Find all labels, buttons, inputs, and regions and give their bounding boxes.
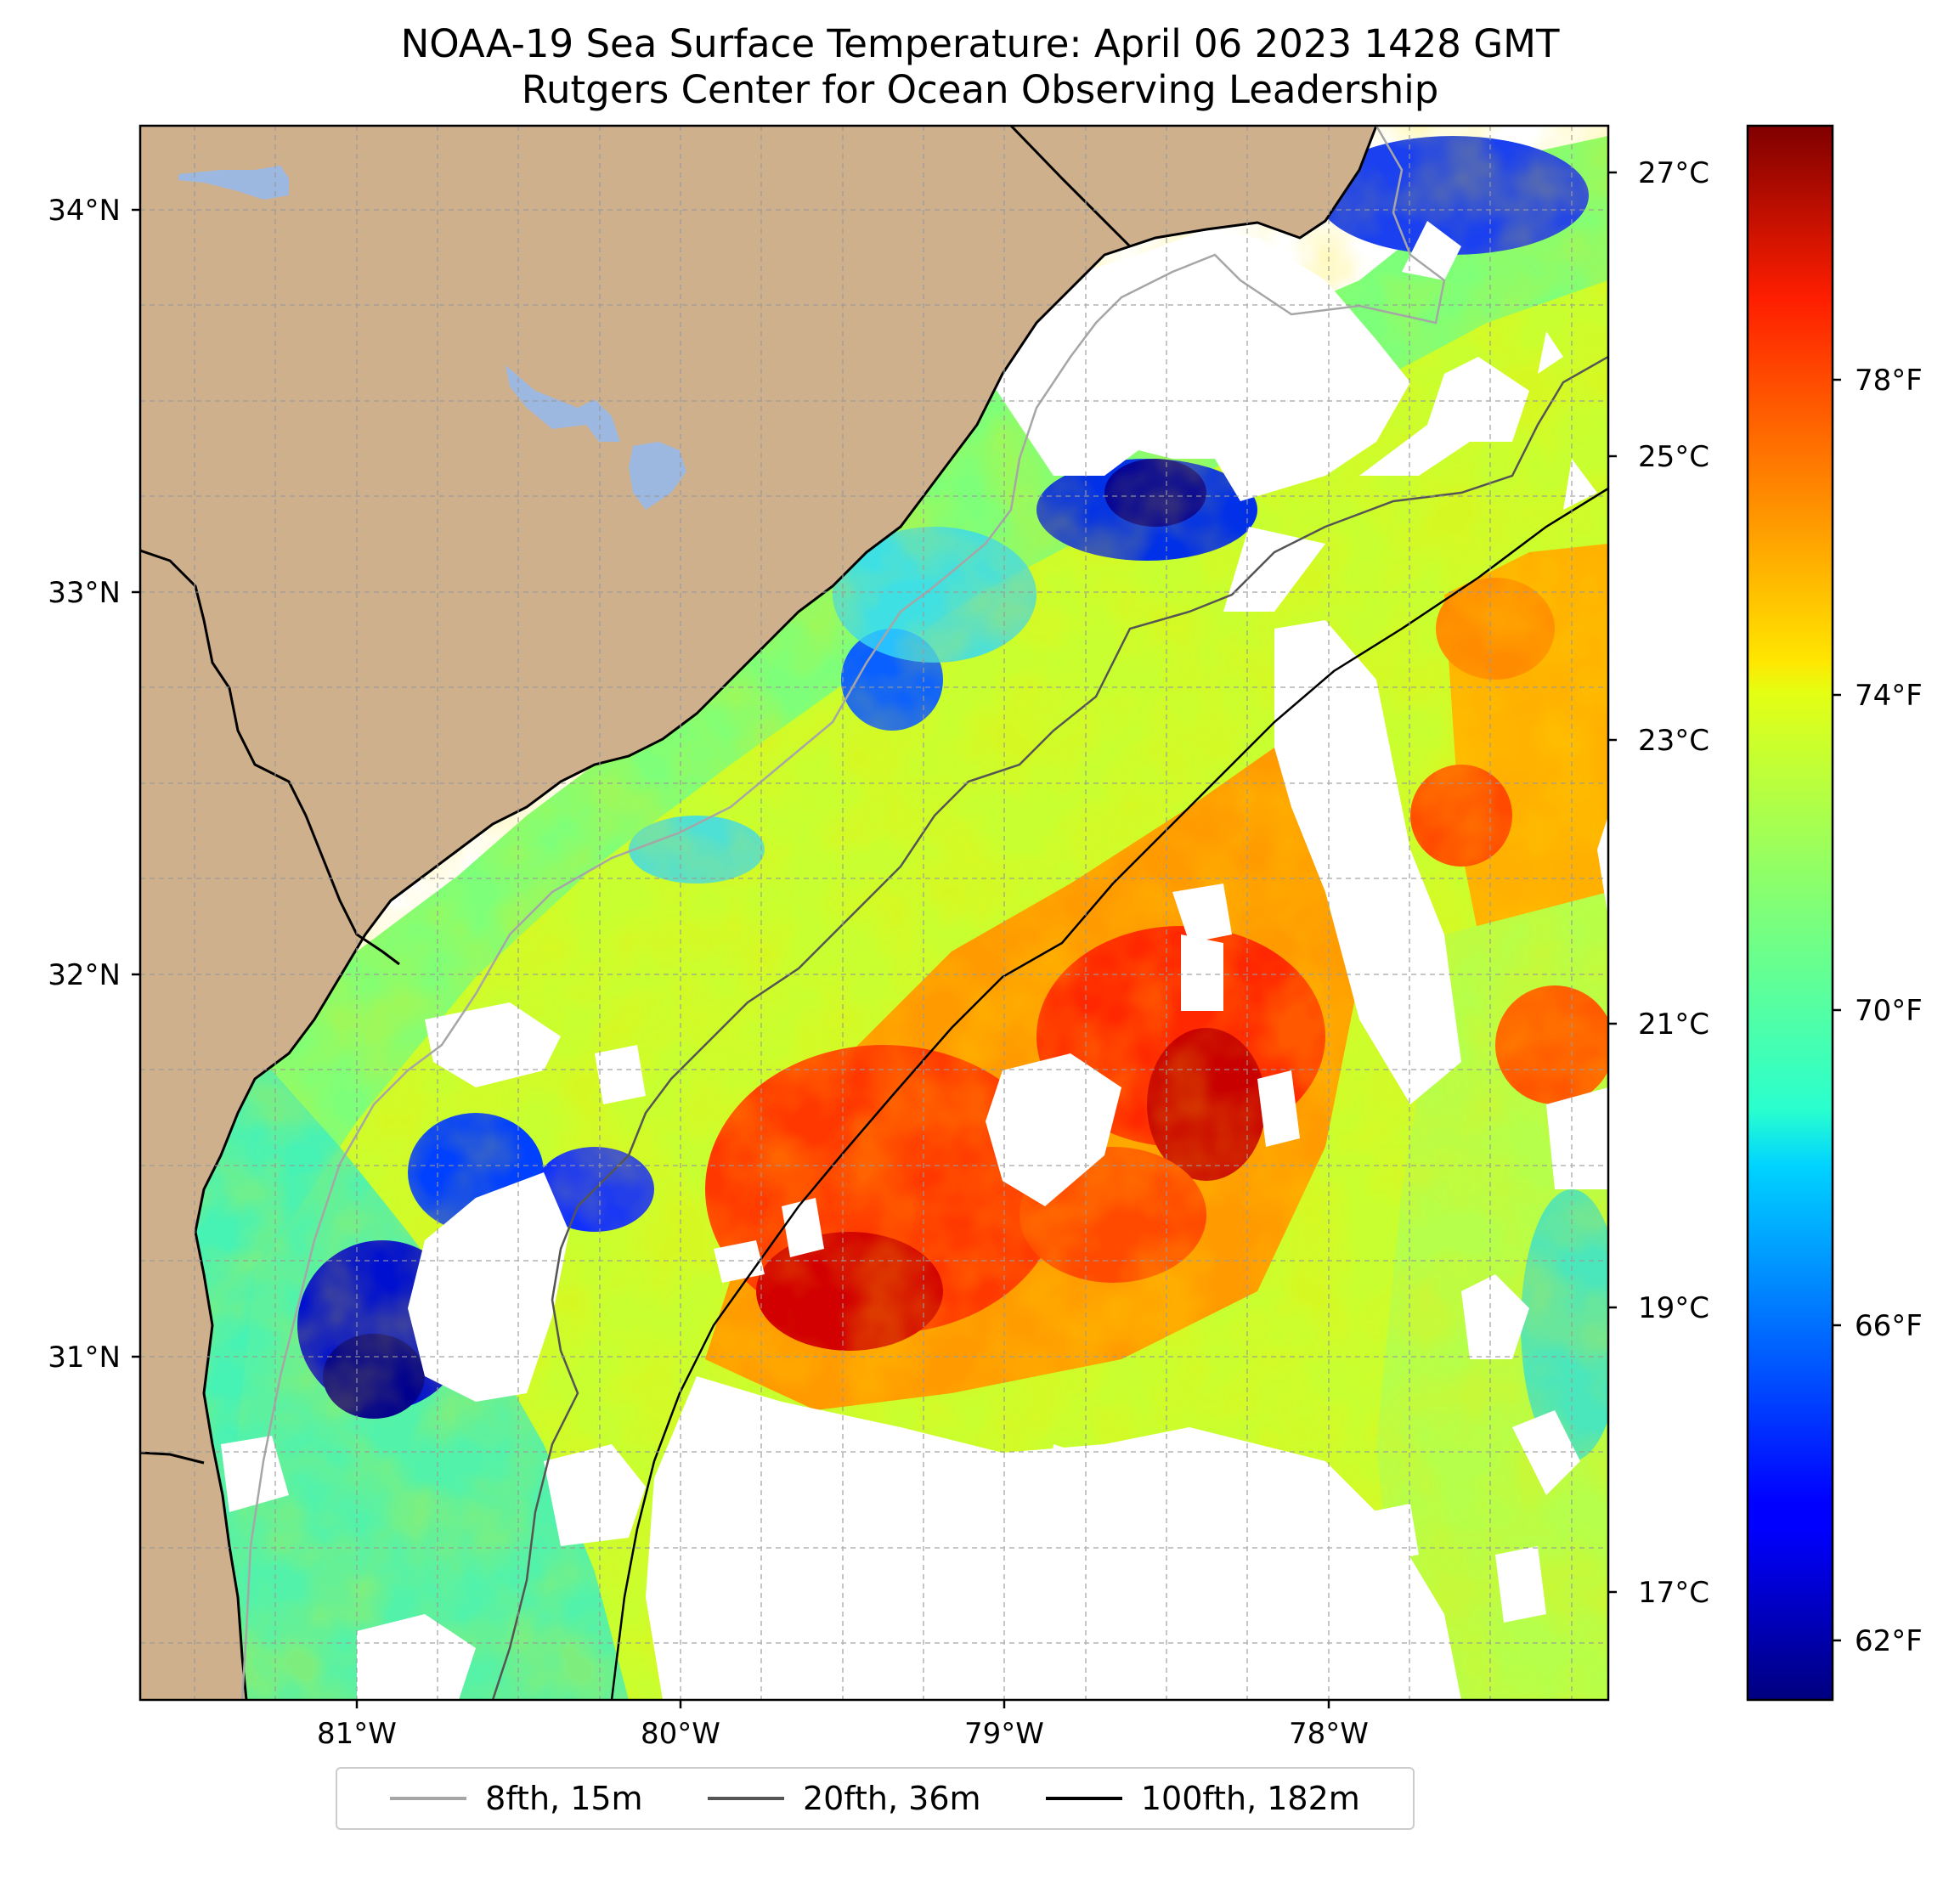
plot-frame	[138, 124, 1610, 1702]
celsius-label-17: 17°C	[1638, 1576, 1709, 1610]
legend-swatch-20fth	[707, 1797, 784, 1800]
map-title: NOAA-19 Sea Surface Temperature: April 0…	[400, 21, 1560, 66]
lon-label-78: 78°W	[1289, 1717, 1369, 1751]
celsius-label-23: 23°C	[1638, 724, 1709, 758]
lon-label-79: 79°W	[964, 1717, 1044, 1751]
legend-item-100fth: 100fth, 182m	[1045, 1780, 1360, 1817]
gridlines	[140, 126, 1608, 1700]
colorbar: 27°C 25°C 23°C 21°C 19°C 17°C 78°F 74°F …	[1608, 124, 1923, 1702]
legend-swatch-8fth	[390, 1797, 467, 1800]
state-border	[140, 549, 400, 966]
cloud-mask	[221, 221, 1608, 1700]
isobath-legend: 8fth, 15m 20fth, 36m 100fth, 182m	[336, 1767, 1415, 1830]
fahrenheit-label-78: 78°F	[1855, 364, 1923, 398]
colorbar-gradient	[1746, 124, 1834, 1702]
isobath-8fth	[240, 126, 1446, 1700]
celsius-labels: 27°C 25°C 23°C 21°C 19°C 17°C	[1638, 156, 1709, 1610]
celsius-label-25: 25°C	[1638, 440, 1709, 474]
lon-labels: 81°W 80°W 79°W 78°W	[317, 1717, 1369, 1751]
lat-label-32: 32°N	[48, 958, 121, 992]
lat-label-34: 34°N	[48, 194, 121, 228]
map-plot-area	[140, 126, 1608, 1700]
celsius-label-21: 21°C	[1638, 1008, 1709, 1042]
legend-swatch-100fth	[1045, 1797, 1122, 1800]
legend-label-100fth: 100fth, 182m	[1140, 1780, 1360, 1817]
land-mass	[140, 126, 1376, 1700]
axis-ticks	[132, 208, 1330, 1708]
lon-label-81: 81°W	[317, 1717, 397, 1751]
lakes	[178, 166, 686, 510]
lat-labels: 34°N 33°N 32°N 31°N	[48, 194, 121, 1375]
fahrenheit-labels: 78°F 74°F 70°F 66°F 62°F	[1855, 364, 1923, 1658]
legend-item-8fth: 8fth, 15m	[390, 1780, 643, 1817]
isobath-20fth	[491, 355, 1608, 1700]
map-subtitle: Rutgers Center for Ocean Observing Leade…	[521, 67, 1439, 112]
legend-label-20fth: 20fth, 36m	[802, 1780, 981, 1817]
state-border-north	[1009, 126, 1132, 248]
colorbar-ticks	[1608, 171, 1841, 1642]
legend-label-8fth: 8fth, 15m	[485, 1780, 643, 1817]
state-border-south	[140, 1451, 205, 1465]
lat-label-31: 31°N	[48, 1341, 121, 1375]
celsius-label-27: 27°C	[1638, 156, 1709, 190]
celsius-label-19: 19°C	[1638, 1291, 1709, 1325]
fahrenheit-label-62: 62°F	[1855, 1624, 1923, 1658]
coastline	[194, 126, 1378, 1700]
fahrenheit-label-66: 66°F	[1855, 1309, 1923, 1343]
fahrenheit-label-70: 70°F	[1855, 994, 1923, 1028]
lat-label-33: 33°N	[48, 576, 121, 610]
legend-item-20fth: 20fth, 36m	[707, 1780, 981, 1817]
fahrenheit-label-74: 74°F	[1855, 679, 1923, 713]
lon-label-80: 80°W	[641, 1717, 720, 1751]
isobath-100fth	[610, 487, 1608, 1700]
